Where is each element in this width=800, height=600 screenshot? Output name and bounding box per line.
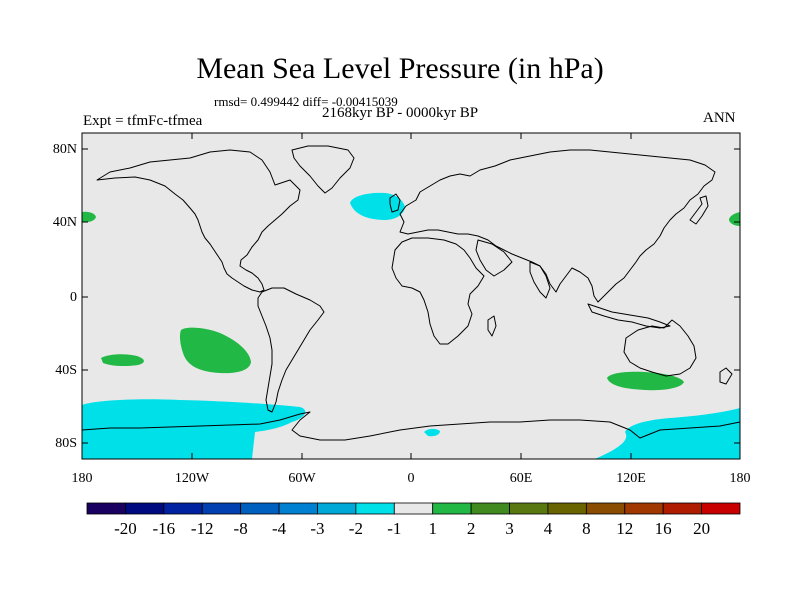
colorbar-label: -16 (152, 519, 175, 538)
lon-label-60w: 60W (288, 471, 316, 486)
colorbar-label: -8 (234, 519, 248, 538)
lat-label-40s: 40S (55, 363, 77, 378)
new-zealand-coast (719, 367, 733, 385)
colorbar-label: 12 (616, 519, 633, 538)
africa-coast (391, 237, 485, 345)
japan-coast (689, 195, 709, 225)
colorbar-swatch (470, 502, 510, 515)
colorbar-swatch (701, 502, 741, 515)
southern-ocean-anomaly-small (424, 428, 440, 437)
south-pacific-anomaly (179, 327, 251, 374)
colorbar-label: -20 (114, 519, 137, 538)
southern-ocean-anomaly-west (82, 399, 306, 459)
southern-ocean-anomaly-east (595, 408, 740, 459)
antarctica-coast (82, 411, 740, 441)
colorbar-swatch (86, 502, 126, 515)
lon-label-180e: 180 (730, 471, 751, 486)
colorbar-label: 3 (505, 519, 514, 538)
colorbar-swatch (201, 502, 242, 515)
rmsd-diff-stats: rmsd= 0.499442 diff= -0.00415039 (214, 94, 398, 109)
time-period: 2168kyr BP - 0000kyr BP (322, 105, 479, 121)
colorbar-label: -4 (272, 519, 287, 538)
colorbar-label: -12 (191, 519, 214, 538)
colorbar-label: 20 (693, 519, 710, 538)
north-atlantic-anomaly (350, 192, 405, 220)
greenland-coast (291, 145, 355, 194)
eurasia-coast (399, 149, 716, 303)
lat-label-40n: 40N (53, 215, 77, 230)
colorbar-swatch (547, 502, 587, 515)
colorbar-swatch (393, 502, 434, 515)
colorbar-swatch (240, 502, 280, 515)
colorbar-swatch (662, 502, 702, 515)
colorbar (86, 502, 741, 515)
british-isles-coast (389, 193, 401, 213)
lat-label-0: 0 (70, 290, 77, 305)
colorbar-swatch (624, 502, 664, 515)
colorbar-swatch (432, 502, 472, 515)
colorbar-swatch (509, 502, 549, 515)
colorbar-label: 1 (428, 519, 437, 538)
colorbar-swatch (355, 502, 395, 515)
coastlines (82, 145, 740, 441)
colorbar-label: -3 (310, 519, 324, 538)
colorbar-label: 16 (655, 519, 672, 538)
colorbar-label: -1 (387, 519, 401, 538)
lat-label-80s: 80S (55, 436, 77, 451)
colorbar-swatch (585, 502, 626, 515)
colorbar-label: -2 (349, 519, 363, 538)
lon-label-120w: 120W (175, 471, 210, 486)
colorbar-swatch (278, 502, 318, 515)
south-america-coast (257, 287, 325, 413)
experiment-label: Expt = tfmFc-tfmea (83, 113, 203, 129)
lon-label-180w: 180 (72, 471, 93, 486)
north-pacific-west-anomaly (82, 211, 96, 223)
north-america-coast (96, 149, 301, 293)
arabia-coast (475, 239, 513, 277)
lon-label-0: 0 (408, 471, 415, 486)
colorbar-label: 8 (582, 519, 591, 538)
lat-label-80n: 80N (53, 142, 77, 157)
australia-coast (623, 319, 697, 377)
colorbar-label: 4 (544, 519, 553, 538)
indonesia-coast (587, 303, 671, 329)
colorbar-labels: -20 -16 -12 -8 -4 -3 -2 -1 1 2 3 4 8 12 16 20 (114, 519, 710, 538)
colorbar-swatch (163, 502, 203, 515)
lon-label-120e: 120E (616, 471, 646, 486)
map-content (82, 145, 740, 459)
colorbar-swatch (125, 502, 165, 515)
lon-label-60e: 60E (510, 471, 533, 486)
madagascar-coast (487, 315, 497, 337)
colorbar-label: 2 (467, 519, 476, 538)
plot-title: Mean Sea Level Pressure (in hPa) (196, 52, 604, 85)
south-indian-ocean-anomaly (607, 371, 684, 391)
axis-ticks (81, 133, 741, 459)
india-coast (529, 261, 551, 299)
colorbar-swatch (317, 502, 357, 515)
season-label: ANN (703, 110, 736, 126)
southeast-pacific-anomaly (101, 354, 144, 367)
